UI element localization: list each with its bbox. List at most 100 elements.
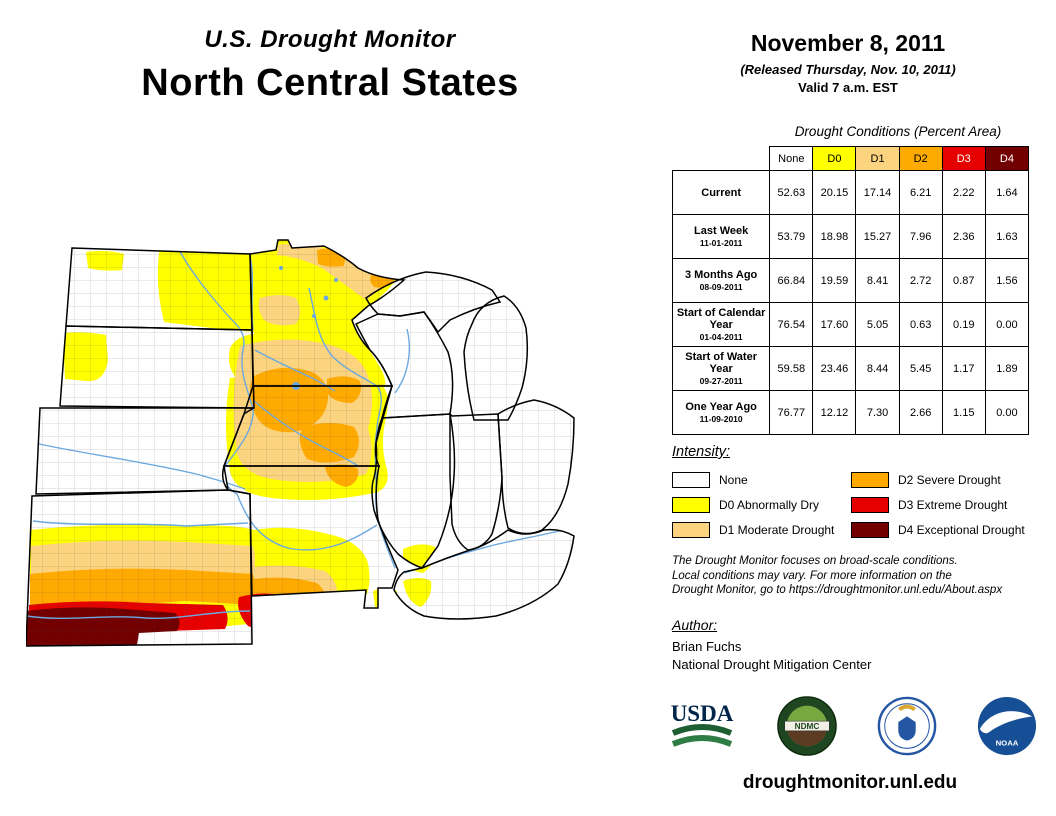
value-cell: 18.98 (812, 214, 857, 259)
col-header-d2: D2 (898, 146, 943, 171)
value-cell: 8.41 (855, 258, 900, 303)
col-header-none: None (769, 146, 814, 171)
legend-item-d4: D4 Exceptional Drought (851, 521, 1037, 538)
commerce-eagle-shield-icon (898, 716, 916, 741)
usda-wordmark: USDA (671, 701, 734, 726)
usda-logo: USDA (671, 701, 734, 747)
value-cell: 66.84 (769, 258, 814, 303)
row-label-one-year-ago: One Year Ago 11-09-2010 (671, 390, 771, 435)
des-moines-river (252, 399, 358, 466)
swatch-d1 (672, 521, 710, 538)
row-label-start-calendar-year: Start of Calendar Year 01-04-2011 (671, 302, 771, 347)
noaa-logo: NOAA (977, 696, 1037, 756)
row-label-current: Current (671, 170, 771, 215)
legend-label: D4 Exceptional Drought (898, 522, 1025, 537)
website-url: droughtmonitor.unl.edu (742, 772, 958, 793)
valid-time: Valid 7 a.m. EST (798, 80, 898, 95)
missouri-river (177, 247, 378, 551)
value-cell: 15.27 (855, 214, 900, 259)
value-cell: 0.87 (941, 258, 986, 303)
noaa-gull-icon (979, 711, 1033, 734)
col-header-d0: D0 (812, 146, 857, 171)
legend-label: D2 Severe Drought (898, 472, 1001, 487)
usda-swoosh-icon (671, 724, 733, 736)
value-cell: 8.44 (855, 346, 900, 391)
value-cell: 5.45 (898, 346, 943, 391)
ndmc-banner-icon (784, 720, 830, 732)
released-date: (Released Thursday, Nov. 10, 2011) (740, 62, 956, 77)
legend-item-d1: D1 Moderate Drought (672, 521, 851, 538)
lake-icon (279, 266, 283, 270)
lake-icon (323, 295, 329, 301)
value-cell: 2.66 (898, 390, 943, 435)
value-cell: 7.96 (898, 214, 943, 259)
value-cell: 2.36 (941, 214, 986, 259)
ndmc-logo: NDMC (777, 696, 837, 756)
value-cell: 2.22 (941, 170, 986, 215)
value-cell: 17.14 (855, 170, 900, 215)
value-cell: 1.17 (941, 346, 986, 391)
usda-swoosh-icon (671, 735, 733, 747)
value-cell: 59.58 (769, 346, 814, 391)
platte-river (38, 443, 246, 490)
noaa-circle-icon (977, 696, 1037, 756)
table-row: Start of Water Year 09-27-2011 59.58 23.… (671, 346, 1030, 391)
table-row: One Year Ago 11-09-2010 76.77 12.12 7.30… (671, 390, 1030, 435)
value-cell: 7.30 (855, 390, 900, 435)
table-corner-cell (673, 147, 770, 171)
date-block: November 8, 2011 (Released Thursday, Nov… (660, 30, 1036, 95)
table-row: Start of Calendar Year 01-04-2011 76.54 … (671, 302, 1030, 347)
agency-logos: USDA NDMC NOAA (666, 690, 1038, 762)
value-cell: 1.63 (984, 214, 1030, 259)
kansas-river (32, 520, 249, 527)
page-title: U.S. Drought Monitor North Central State… (40, 26, 620, 105)
value-cell: 1.15 (941, 390, 986, 435)
value-cell: 76.54 (769, 302, 814, 347)
minnesota-river (254, 349, 336, 392)
wisconsin-river (394, 328, 410, 394)
county-boundaries (26, 240, 574, 646)
author-heading: Author: (672, 617, 718, 633)
legend-label: D1 Moderate Drought (719, 522, 835, 537)
ndmc-wordmark: NDMC (795, 722, 820, 731)
intensity-legend: None D0 Abnormally Dry D1 Moderate Droug… (672, 467, 1036, 542)
legend-item-d3: D3 Extreme Drought (851, 496, 1037, 513)
lakes (279, 266, 338, 390)
value-cell: 1.89 (984, 346, 1030, 391)
value-cell: 12.12 (812, 390, 857, 435)
value-cell: 0.63 (898, 302, 943, 347)
legend-item-d2: D2 Severe Drought (851, 471, 1037, 488)
commerce-torch-icon (898, 704, 916, 712)
value-cell: 1.56 (984, 258, 1030, 303)
legend-item-d0: D0 Abnormally Dry (672, 496, 851, 513)
table-row: 3 Months Ago 08-09-2011 66.84 19.59 8.41… (671, 258, 1030, 303)
lake-icon (312, 314, 316, 318)
author-organization: National Drought Mitigation Center (672, 657, 872, 672)
disclaimer-text: The Drought Monitor focuses on broad-sca… (672, 554, 1044, 598)
drought-map (26, 239, 575, 647)
noaa-wordmark: NOAA (996, 738, 1019, 747)
row-label-last-week: Last Week 11-01-2011 (671, 214, 771, 259)
legend-label: D3 Extreme Drought (898, 497, 1008, 512)
swatch-d3 (851, 496, 889, 513)
legend-label: D0 Abnormally Dry (719, 497, 820, 512)
commerce-seal-logo (877, 696, 937, 756)
lake-icon (334, 278, 338, 282)
value-cell: 19.59 (812, 258, 857, 303)
swatch-d2 (851, 471, 889, 488)
value-cell: 52.63 (769, 170, 814, 215)
value-cell: 20.15 (812, 170, 857, 215)
author-name: Brian Fuchs (672, 639, 742, 654)
disclaimer-line: Drought Monitor, go to https://droughtmo… (672, 584, 1003, 596)
col-header-d4: D4 (984, 146, 1030, 171)
swatch-d0 (672, 496, 710, 513)
value-cell: 1.64 (984, 170, 1030, 215)
legend-label: None (719, 472, 748, 487)
swatch-d4 (851, 521, 889, 538)
col-header-d3: D3 (941, 146, 986, 171)
value-cell: 2.72 (898, 258, 943, 303)
map-date: November 8, 2011 (750, 30, 946, 56)
drought-conditions-table: None D0 D1 D2 D3 D4 Current 52.63 20.15 … (671, 146, 1030, 435)
disclaimer-line: The Drought Monitor focuses on broad-sca… (672, 555, 958, 567)
